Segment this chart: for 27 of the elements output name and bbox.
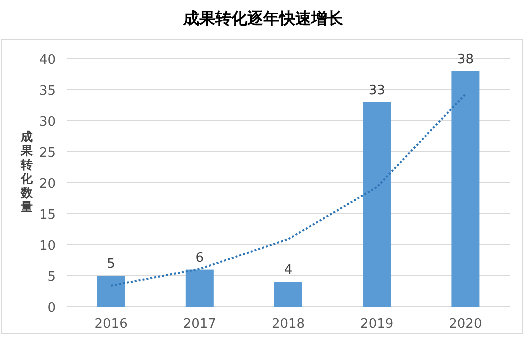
data-label: 5 (107, 257, 116, 272)
y-tick-label: 20 (39, 177, 56, 192)
y-tick-label: 40 (39, 53, 56, 68)
y-tick-label: 5 (48, 270, 56, 285)
y-axis-title: 成果转化数量 (20, 130, 34, 214)
data-label: 4 (284, 263, 293, 278)
x-tick-label: 2019 (360, 317, 394, 332)
x-tick-label: 2020 (449, 317, 482, 332)
x-tick-label: 2017 (183, 317, 216, 332)
y-tick-label: 10 (39, 239, 56, 254)
y-tick-label: 25 (39, 146, 56, 161)
chart-title: 成果转化逐年快速增长 (182, 9, 344, 28)
y-tick-label: 30 (39, 115, 56, 130)
bar (274, 282, 302, 307)
data-label: 38 (457, 52, 474, 68)
y-tick-label: 0 (48, 301, 56, 316)
y-tick-label: 35 (39, 84, 56, 99)
line-series (110, 93, 467, 287)
y-tick-label: 15 (39, 208, 56, 223)
x-tick-label: 2018 (272, 317, 306, 332)
data-label: 33 (368, 83, 386, 98)
data-label: 6 (196, 250, 204, 266)
bar (363, 102, 392, 307)
x-tick-label: 2016 (94, 317, 128, 332)
bar (97, 276, 126, 307)
bar (186, 270, 214, 307)
bar (452, 71, 480, 307)
